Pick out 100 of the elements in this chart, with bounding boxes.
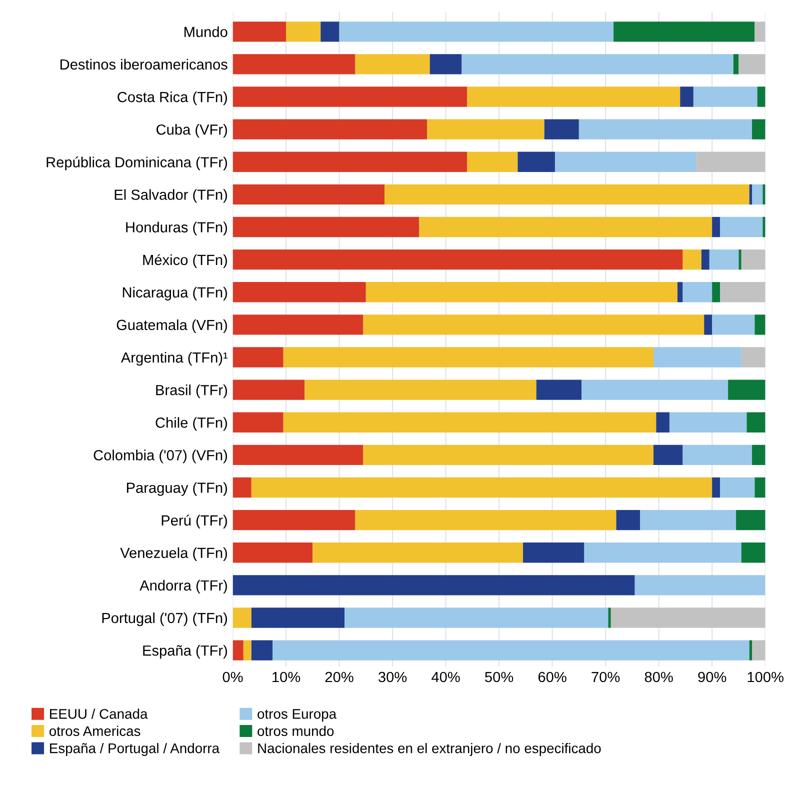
bar [701, 249, 710, 270]
bar [738, 249, 742, 270]
bar [232, 152, 468, 172]
y-tick-label: Perú (TFr) [162, 514, 227, 528]
bar [752, 184, 763, 205]
bar [283, 347, 654, 368]
x-tick-label: 20% [325, 672, 354, 682]
bar [232, 119, 428, 140]
bar [653, 347, 742, 368]
x-tick-label: 30% [378, 672, 407, 682]
y-tick-label: Costa Rica (TFn) [118, 91, 227, 106]
y-tick-label: Venezuela (TFn) [120, 547, 227, 561]
bar [232, 510, 356, 530]
bar [584, 542, 742, 563]
bar [427, 119, 544, 140]
y-tick-label: Andorra (TFr) [140, 580, 227, 594]
bar [720, 477, 755, 498]
bar [232, 314, 364, 335]
y-tick-label: Guatemala (VFn) [116, 319, 227, 334]
y-tick-label: Honduras (TFn) [126, 222, 227, 236]
bar [272, 640, 750, 660]
bar [640, 510, 736, 530]
bar [741, 249, 766, 270]
bar [696, 152, 766, 172]
bar [232, 380, 305, 400]
bar [749, 184, 752, 205]
bar [712, 477, 720, 498]
bar [682, 249, 702, 270]
y-tick-label: Chile (TFn) [156, 417, 227, 431]
bar [518, 152, 555, 172]
bar [746, 412, 766, 432]
legend-label: otros mundo [258, 726, 334, 736]
y-tick-label: Cuba (VFr) [156, 124, 227, 138]
bar [467, 86, 680, 107]
bar [614, 22, 755, 42]
x-tick-label: 60% [538, 672, 566, 682]
bar [680, 86, 694, 107]
bar [757, 86, 766, 107]
bar [634, 575, 766, 596]
bar [232, 216, 420, 238]
bar [232, 249, 683, 270]
y-tick-label: República Dominicana (TFr) [46, 156, 227, 170]
x-tick-label: 0% [222, 672, 243, 682]
bar [712, 216, 720, 238]
y-tick-label: España (TFr) [143, 645, 227, 659]
x-tick-label: 50% [485, 672, 514, 682]
bar [523, 542, 584, 563]
bar [232, 22, 286, 42]
bar [754, 22, 766, 42]
bar [232, 542, 313, 563]
bar [251, 477, 712, 498]
bar [728, 380, 766, 400]
bar [608, 608, 611, 628]
bar [752, 444, 766, 466]
x-tick-label: 90% [698, 672, 726, 682]
bar [733, 54, 739, 74]
bar [251, 640, 273, 660]
bar [610, 608, 766, 628]
bar [232, 54, 356, 74]
bar [286, 22, 321, 42]
bar [366, 282, 678, 302]
bar [736, 510, 766, 530]
y-tick-label: Colombia ('07) (VFn) [94, 450, 227, 464]
y-tick-label: Argentina (TFn)¹ [120, 352, 228, 366]
bar [752, 640, 766, 660]
bar [738, 54, 766, 74]
bar [709, 249, 739, 270]
legend-label: otros Europa [258, 709, 337, 722]
y-tick-label: México (TFn) [143, 254, 227, 268]
legend-label: otros Americas [49, 726, 140, 736]
y-tick-label: Mundo [184, 26, 228, 38]
y-tick-label: Portugal ('07) (TFn) [102, 612, 227, 626]
bar [712, 282, 720, 302]
bar [355, 54, 430, 74]
bar [283, 412, 656, 432]
bar [344, 608, 608, 628]
bar [419, 216, 712, 238]
bar [582, 380, 728, 400]
bar [720, 216, 763, 238]
bar [232, 575, 635, 596]
bar [251, 608, 345, 628]
bar [720, 282, 766, 302]
y-tick-label: El Salvador (TFn) [114, 189, 227, 203]
bar [355, 510, 616, 530]
bar [232, 477, 252, 498]
bar [363, 314, 704, 335]
bar [536, 380, 582, 400]
bar [544, 119, 579, 140]
legend-label: EEUU / Canada [50, 708, 148, 719]
bar [762, 184, 766, 205]
bar [320, 22, 340, 42]
bar [704, 314, 712, 335]
bar [616, 510, 640, 530]
bar [677, 282, 683, 302]
bar [232, 184, 385, 205]
x-tick-label: 40% [432, 672, 460, 682]
bar [363, 444, 654, 466]
x-tick-label: 10% [272, 672, 300, 682]
bar [384, 184, 750, 205]
bar [682, 444, 752, 466]
